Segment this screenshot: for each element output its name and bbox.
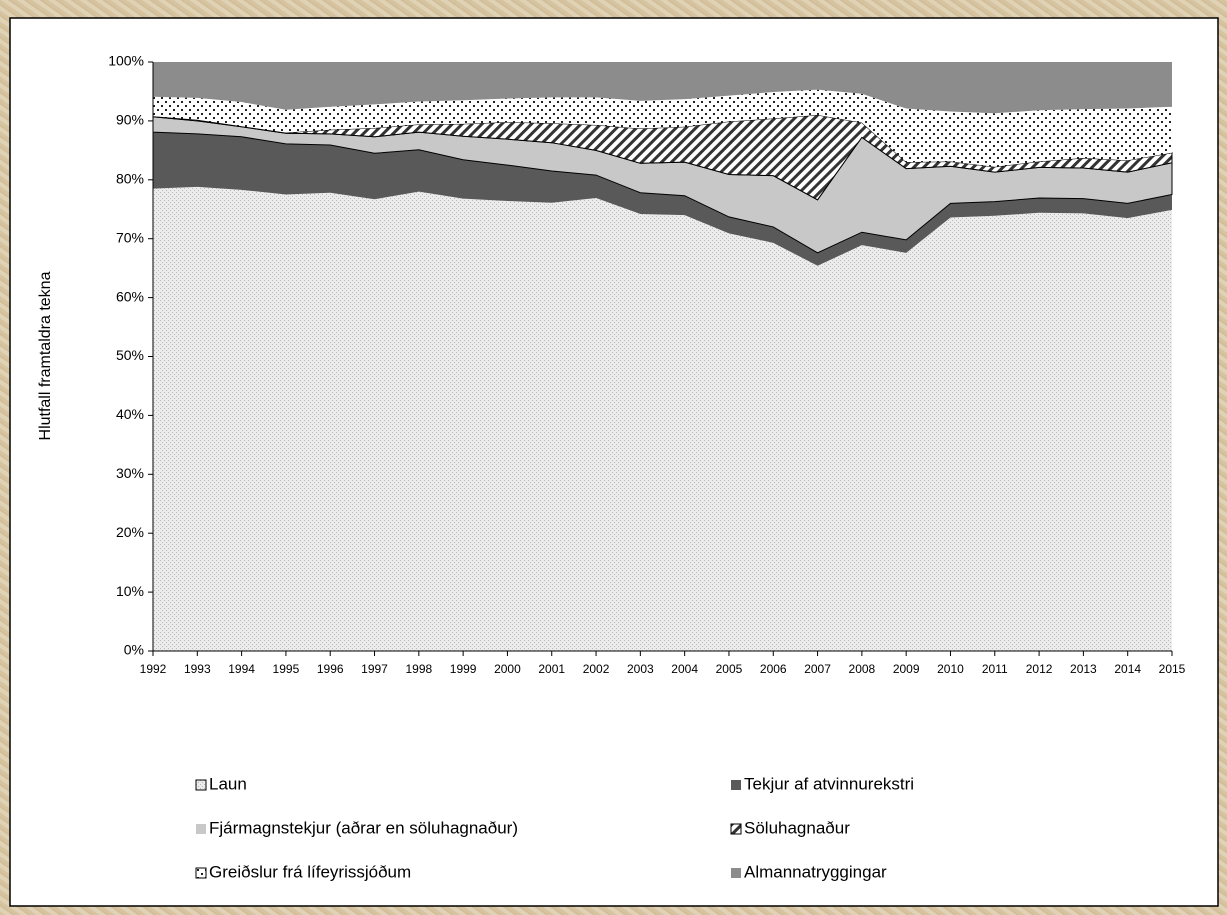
legend-swatch	[731, 868, 741, 878]
x-tick-label: 2001	[538, 662, 565, 676]
area	[153, 132, 1172, 266]
x-tick-label: 1992	[140, 662, 167, 676]
y-tick-label: 80%	[116, 171, 144, 187]
area	[153, 89, 1172, 167]
x-tick-label: 1994	[228, 662, 255, 676]
x-tick-label: 1997	[361, 662, 388, 676]
legend-swatch	[195, 779, 207, 791]
x-tick-label: 2011	[982, 662, 1008, 676]
x-tick-label: 2007	[804, 662, 831, 676]
x-tick-label: 1996	[317, 662, 344, 676]
x-tick-label: 1998	[405, 662, 432, 676]
legend-swatch	[731, 780, 741, 790]
x-tick-label: 2006	[760, 662, 787, 676]
x-tick-label: 2008	[849, 662, 876, 676]
x-tick-label: 2014	[1114, 662, 1141, 676]
x-tick-label: 2003	[627, 662, 654, 676]
x-tick-label: 2000	[494, 662, 521, 676]
x-tick-label: 1999	[450, 662, 477, 676]
x-tick-label: 1995	[273, 662, 300, 676]
y-tick-label: 40%	[116, 406, 144, 422]
legend-label: Söluhagnaður	[744, 818, 850, 837]
y-tick-label: 10%	[116, 583, 144, 599]
x-tick-label: 1993	[184, 662, 211, 676]
y-tick-label: 50%	[116, 347, 144, 363]
area	[153, 62, 1172, 114]
legend-swatch	[196, 824, 206, 834]
x-tick-label: 2010	[937, 662, 964, 676]
area	[153, 186, 1172, 652]
y-tick-label: 20%	[116, 524, 144, 540]
y-tick-label: 70%	[116, 229, 144, 245]
legend-label: Laun	[209, 774, 247, 793]
y-tick-label: 100%	[108, 53, 144, 69]
x-tick-label: 2009	[893, 662, 920, 676]
legend-swatch	[730, 823, 742, 835]
x-tick-label: 2002	[583, 662, 610, 676]
x-tick-label: 2013	[1070, 662, 1097, 676]
legend-label: Fjármagnstekjur (aðrar en söluhagnaður)	[209, 818, 518, 837]
x-tick-label: 2012	[1026, 662, 1053, 676]
legend-label: Tekjur af atvinnurekstri	[744, 774, 914, 793]
y-tick-label: 0%	[124, 642, 144, 658]
x-tick-label: 2005	[716, 662, 743, 676]
y-axis-label: Hlutfall framtaldra tekna	[37, 271, 54, 440]
x-tick-label: 2004	[671, 662, 698, 676]
x-tick-label: 2015	[1159, 662, 1186, 676]
y-tick-label: 90%	[116, 112, 144, 128]
y-tick-label: 30%	[116, 465, 144, 481]
legend-swatch	[195, 867, 207, 879]
y-tick-label: 60%	[116, 288, 144, 304]
legend-label: Almannatryggingar	[744, 862, 887, 881]
legend-label: Greiðslur frá lífeyrissjóðum	[209, 862, 411, 881]
